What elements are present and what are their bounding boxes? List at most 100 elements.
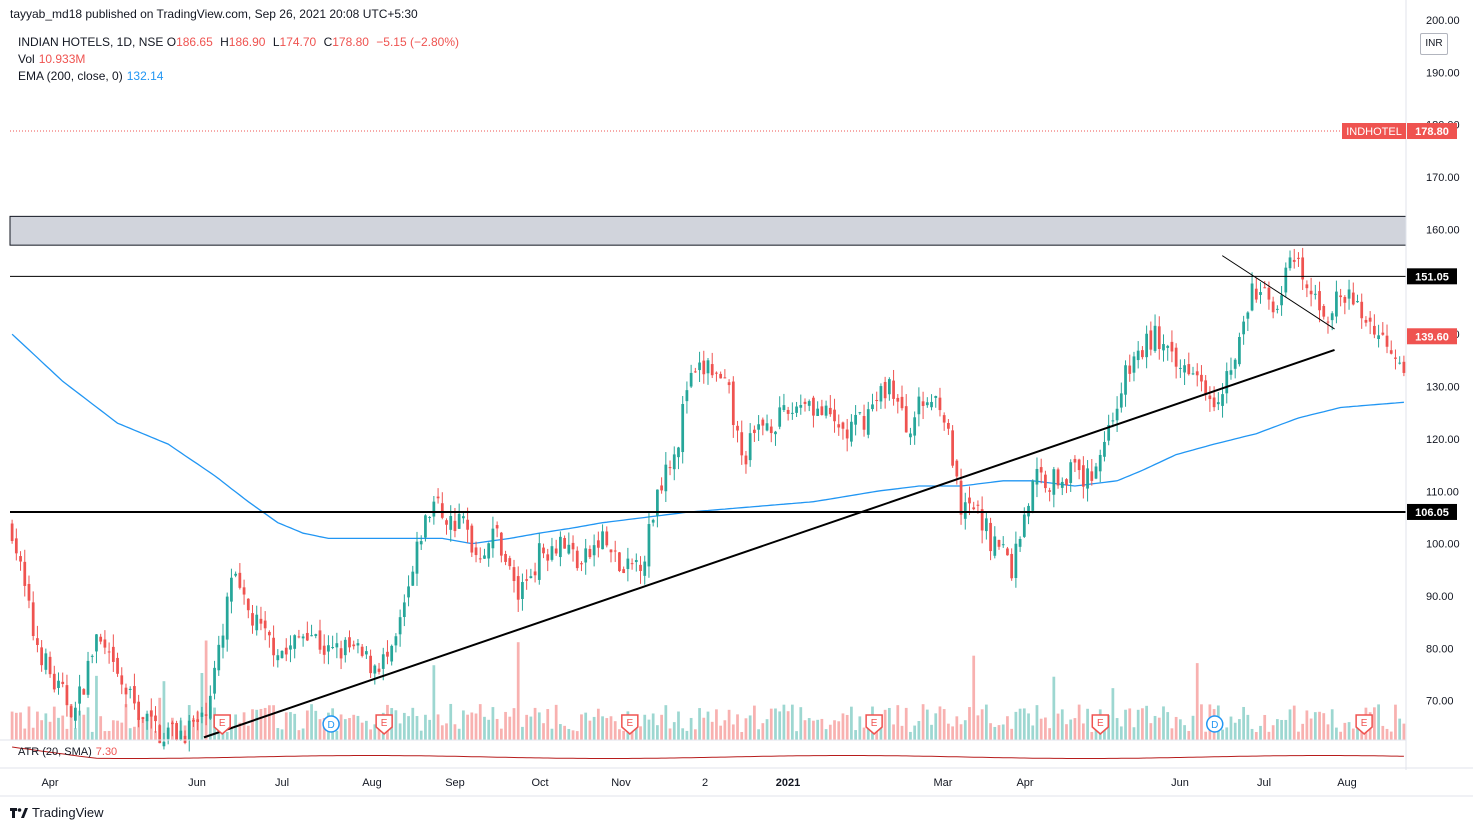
volume-bar <box>896 705 900 740</box>
candle-body <box>1022 514 1026 537</box>
candle-body <box>1178 367 1182 369</box>
volume-bar <box>984 704 988 740</box>
volume-bar <box>1027 713 1030 740</box>
candle-body <box>626 558 630 569</box>
candle-body <box>672 454 676 470</box>
candle-body <box>803 401 807 404</box>
candle-body <box>1073 458 1077 463</box>
volume-bar <box>1372 707 1376 740</box>
volume-bar <box>609 716 613 740</box>
ema-label: EMA (200, close, 0) <box>18 69 123 83</box>
volume-bar <box>466 714 469 740</box>
earnings-marker: E <box>621 714 639 735</box>
candle-body <box>166 727 170 739</box>
volume-bar <box>360 722 364 740</box>
volume-bar <box>668 728 672 740</box>
volume-bar <box>424 714 427 740</box>
candle-body <box>1284 267 1288 293</box>
candle-body <box>605 531 609 546</box>
volume-bar <box>862 727 866 740</box>
volume-bar <box>1292 705 1296 740</box>
candle-body <box>213 667 216 694</box>
currency-badge[interactable]: INR <box>1420 33 1448 55</box>
volume-bar <box>955 716 959 740</box>
candle-body <box>828 407 832 415</box>
volume-value: 10.933M <box>38 52 86 66</box>
candle-body <box>124 687 128 695</box>
volume-bar <box>499 728 503 740</box>
volume-bar <box>1111 688 1115 740</box>
candle-body <box>171 722 174 725</box>
candle-body <box>554 548 558 554</box>
volume-bar <box>1077 704 1081 740</box>
ema-value: 132.14 <box>126 69 164 83</box>
volume-bar <box>1141 708 1144 740</box>
volume-bar <box>415 716 419 740</box>
y-axis-tick: 160.00 <box>1426 224 1460 236</box>
candle-body <box>10 523 14 542</box>
atr-label: ATR (20, SMA) <box>18 746 92 758</box>
candle-body <box>592 545 596 556</box>
candle-body <box>744 455 748 465</box>
volume-bar <box>1200 704 1203 740</box>
volume-bar <box>158 697 162 740</box>
candle-body <box>609 549 613 553</box>
volume-bar <box>824 729 828 740</box>
volume-bar <box>343 719 347 740</box>
symbol-name[interactable]: INDIAN HOTELS, 1D, NSE <box>18 35 164 49</box>
candle-body <box>289 645 292 650</box>
volume-bar <box>963 720 967 740</box>
candle-body <box>1006 548 1009 556</box>
candle-body <box>491 528 495 549</box>
candle-body <box>111 646 115 662</box>
close-label: C <box>323 35 333 49</box>
volume-bar <box>65 728 69 740</box>
candle-body <box>563 538 566 549</box>
candle-body <box>1208 395 1212 400</box>
volume-bar <box>69 704 73 740</box>
y-axis-tick: 200.00 <box>1426 15 1460 27</box>
candle-body <box>1259 292 1262 295</box>
volume-bar <box>495 718 499 740</box>
volume-bar <box>1347 722 1351 740</box>
candle-body <box>1153 325 1157 351</box>
volume-bar <box>1339 731 1342 740</box>
volume-bar <box>208 706 212 740</box>
price-label-text: 151.05 <box>1415 271 1449 283</box>
volume-bar <box>909 731 912 740</box>
volume-bar <box>727 709 731 740</box>
tradingview-brand[interactable]: TradingView <box>10 805 104 820</box>
candle-body <box>1001 544 1005 546</box>
volume-legend[interactable]: Vol 10.933M <box>18 52 85 66</box>
candle-body <box>19 556 22 562</box>
volume-bar <box>529 716 533 740</box>
candle-body <box>1297 257 1300 259</box>
atr-legend[interactable]: ATR (20, SMA) 7.30 <box>18 746 117 758</box>
candle-body <box>731 381 735 426</box>
volume-bar <box>592 716 596 740</box>
candle-body <box>1018 539 1022 547</box>
volume-bar <box>1280 719 1283 740</box>
high-value: 186.90 <box>228 35 266 49</box>
earnings-letter: E <box>1361 718 1368 729</box>
candle-body <box>27 583 31 601</box>
symbol-legend[interactable]: INDIAN HOTELS, 1D, NSE O186.65 H186.90 L… <box>18 35 459 49</box>
candle-body <box>588 548 592 558</box>
volume-bar <box>647 719 651 740</box>
candle-body <box>1048 490 1051 492</box>
candle-body <box>1187 364 1191 375</box>
candle-body <box>242 587 246 595</box>
ema-legend[interactable]: EMA (200, close, 0) 132.14 <box>18 69 163 83</box>
candle-body <box>394 636 398 646</box>
candle-body <box>866 409 870 435</box>
volume-bar <box>1402 723 1406 740</box>
volume-bar <box>571 730 575 740</box>
candle-body <box>993 536 997 556</box>
candle-body <box>133 686 136 704</box>
volume-bar <box>845 714 849 740</box>
volume-bar <box>1136 709 1140 740</box>
volume-bar <box>858 716 862 740</box>
candle-body <box>314 634 318 636</box>
candle-body <box>774 431 777 435</box>
